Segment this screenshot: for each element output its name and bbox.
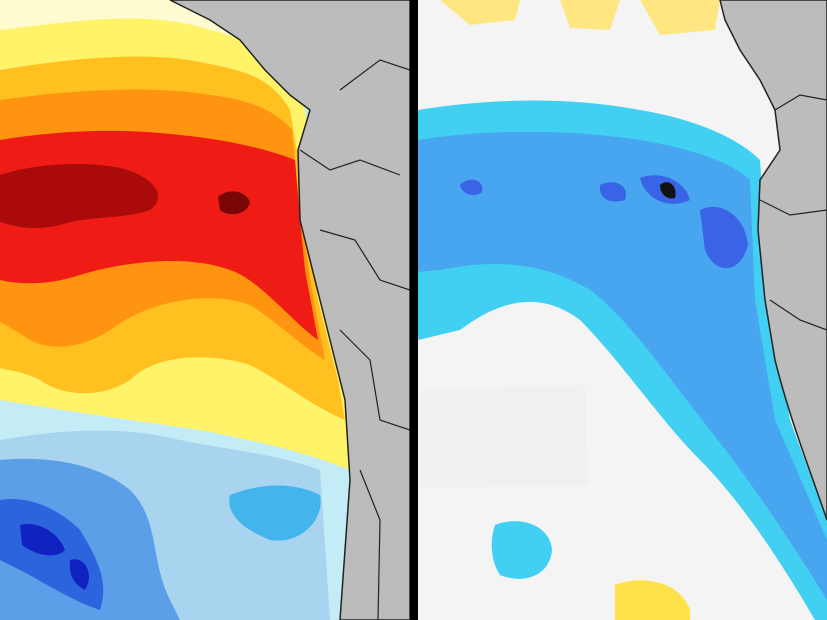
cool-patch: [229, 485, 321, 541]
cool-patch: [491, 521, 552, 579]
country-borders: [299, 59, 410, 620]
land-mass: [719, 0, 827, 521]
divider: [410, 0, 418, 620]
cold-spots: [20, 524, 90, 590]
land-mass: [169, 0, 410, 620]
left-panel: [0, 0, 410, 620]
pale-box: [420, 385, 588, 488]
right-panel: [418, 0, 827, 620]
warm-patch: [615, 580, 690, 620]
dark-spot: [660, 182, 676, 199]
cool-spots: [460, 175, 748, 269]
warm-spot: [218, 191, 250, 215]
warm-core-darkred: [0, 164, 159, 229]
warm-patches: [440, 0, 720, 35]
country-borders: [759, 94, 827, 331]
